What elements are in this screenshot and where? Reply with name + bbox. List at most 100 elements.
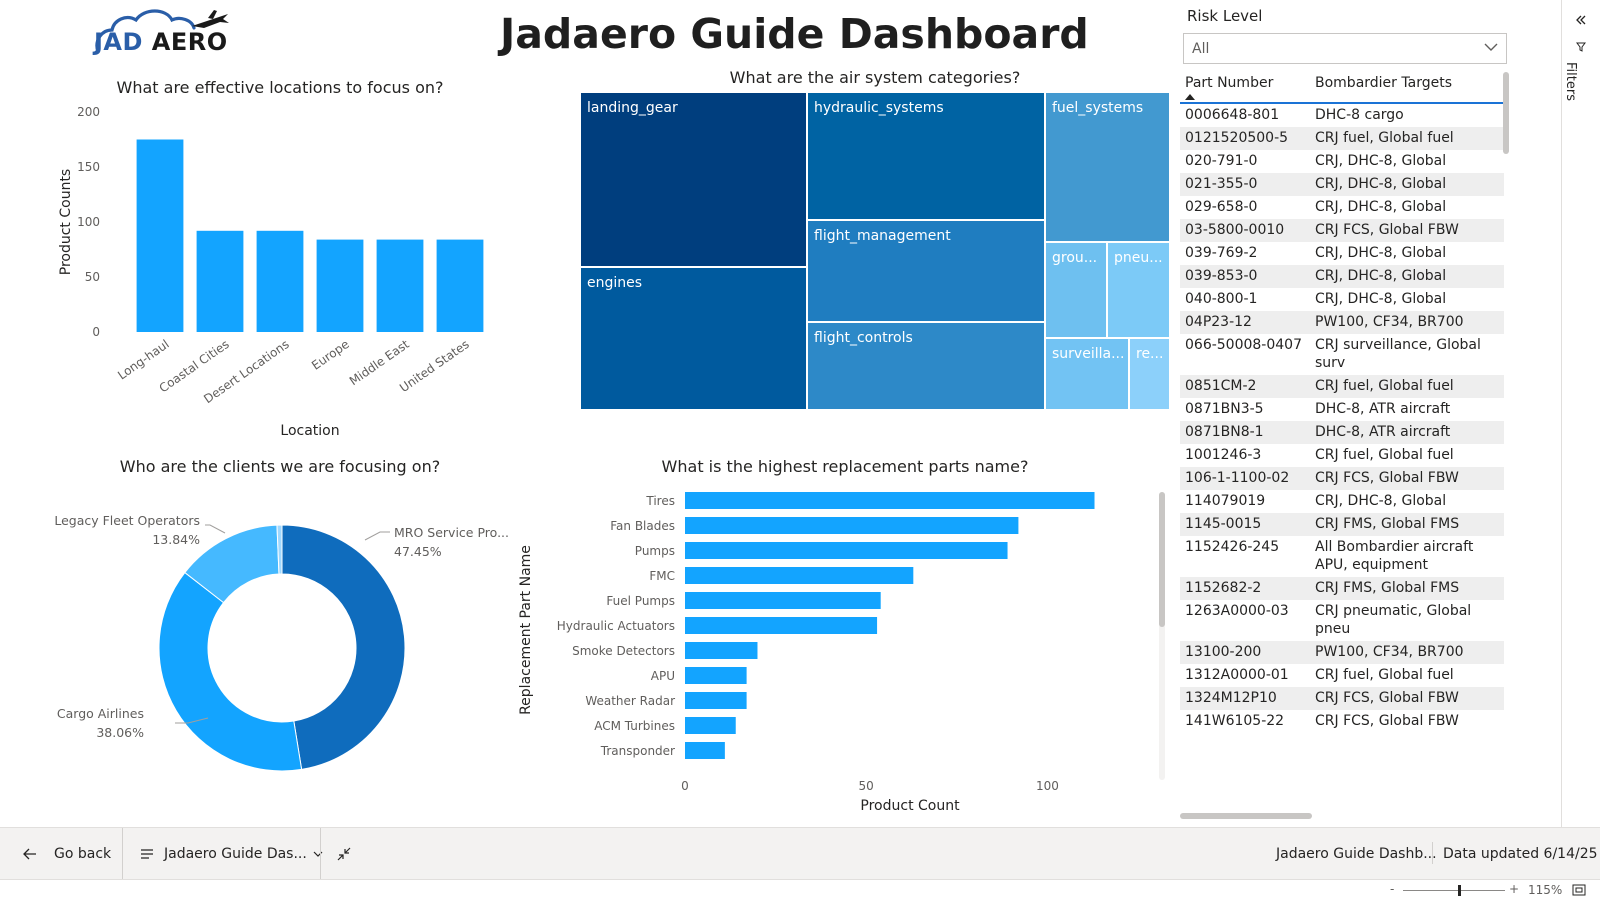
bar[interactable] bbox=[685, 567, 914, 584]
bar[interactable] bbox=[685, 742, 725, 759]
parts-chart-scroll-track[interactable] bbox=[1159, 492, 1165, 780]
zoom-bar: - + 115% bbox=[0, 879, 1600, 900]
table-row[interactable]: 106-1-1100-02 CRJ FCS, Global FBW bbox=[1180, 467, 1504, 490]
table-row[interactable]: 021-355-0 CRJ, DHC-8, Global bbox=[1180, 173, 1504, 196]
table-row[interactable]: 1001246-3 CRJ fuel, Global fuel bbox=[1180, 444, 1504, 467]
zoom-slider-thumb[interactable] bbox=[1458, 885, 1462, 896]
table-row[interactable]: 020-791-0 CRJ, DHC-8, Global bbox=[1180, 150, 1504, 173]
y-tick-label: 100 bbox=[77, 215, 100, 229]
treemap-cell-flight-controls[interactable]: flight_controls bbox=[807, 322, 1045, 410]
exit-fullscreen-button[interactable] bbox=[337, 828, 351, 880]
cell-bombardier-targets: PW100, CF34, BR700 bbox=[1315, 314, 1464, 330]
table-row[interactable]: 040-800-1 CRJ, DHC-8, Global bbox=[1180, 288, 1504, 311]
bar[interactable] bbox=[436, 239, 484, 332]
y-tick-label: Smoke Detectors bbox=[572, 644, 675, 658]
bar[interactable] bbox=[316, 239, 364, 332]
bar[interactable] bbox=[685, 642, 758, 659]
cell-part-number: 13100-200 bbox=[1185, 644, 1262, 660]
donut-slice[interactable] bbox=[276, 524, 283, 575]
table-row[interactable]: 1324M12P10 CRJ FCS, Global FBW bbox=[1180, 687, 1504, 710]
table-row[interactable]: 0006648-801 DHC-8 cargo bbox=[1180, 104, 1504, 127]
table-row[interactable]: 0871BN3-5 DHC-8, ATR aircraft bbox=[1180, 398, 1504, 421]
cell-part-number: 1312A0000-01 bbox=[1185, 667, 1289, 683]
bar[interactable] bbox=[136, 139, 184, 333]
bar[interactable] bbox=[376, 239, 424, 332]
table-horizontal-scrollbar[interactable] bbox=[1180, 813, 1312, 819]
parts-table[interactable]: Part Number Bombardier Targets 0006648-8… bbox=[1180, 70, 1504, 816]
table-row[interactable]: 1145-0015 CRJ FMS, Global FMS bbox=[1180, 513, 1504, 536]
bar[interactable] bbox=[685, 692, 747, 709]
filters-pane[interactable] bbox=[1561, 0, 1600, 827]
bar[interactable] bbox=[685, 492, 1095, 509]
table-row[interactable]: 0871BN8-1 DHC-8, ATR aircraft bbox=[1180, 421, 1504, 444]
treemap-cell-fuel-systems[interactable]: fuel_systems bbox=[1045, 92, 1170, 242]
pages-list-icon bbox=[141, 849, 153, 859]
zoom-slider-track[interactable] bbox=[1403, 890, 1505, 891]
column-header-bombardier-targets[interactable]: Bombardier Targets bbox=[1315, 75, 1452, 91]
x-tick-label: Long-haul bbox=[115, 337, 172, 382]
bar[interactable] bbox=[685, 667, 747, 684]
parts-bar-chart[interactable]: Tires Fan Blades Pumps FMC Fuel Pumps Hydraul… bbox=[510, 485, 1160, 825]
logo-graphic bbox=[95, 9, 229, 54]
table-row[interactable]: 03-5800-0010 CRJ FCS, Global FBW bbox=[1180, 219, 1504, 242]
donut-slice[interactable] bbox=[281, 524, 406, 770]
air-system-treemap[interactable]: landing_gear engines hydraulic_systems f… bbox=[580, 92, 1170, 410]
treemap-cell-landing-gear[interactable]: landing_gear bbox=[580, 92, 807, 267]
treemap-cell-engines[interactable]: engines bbox=[580, 267, 807, 410]
table-row[interactable]: 1263A0000-03 CRJ pneumatic, Global pneu bbox=[1180, 600, 1504, 641]
parts-chart-scrollbar[interactable] bbox=[1159, 492, 1165, 627]
table-row[interactable]: 029-658-0 CRJ, DHC-8, Global bbox=[1180, 196, 1504, 219]
bar[interactable] bbox=[256, 230, 304, 332]
cell-part-number: 039-769-2 bbox=[1185, 245, 1258, 261]
donut-slice[interactable] bbox=[158, 571, 303, 772]
risk-level-slicer[interactable]: All bbox=[1183, 33, 1507, 64]
y-axis-title: Replacement Part Name bbox=[518, 545, 534, 715]
clients-donut-chart[interactable]: MRO Service Pro... 47.45% Cargo Airlines 38… bbox=[0, 480, 540, 820]
treemap-cell-ground[interactable]: grou... bbox=[1045, 242, 1107, 338]
cell-bombardier-targets: DHC-8, ATR aircraft bbox=[1315, 424, 1451, 440]
bar[interactable] bbox=[685, 617, 878, 634]
go-back-button[interactable]: Go back bbox=[22, 828, 111, 880]
zoom-out-button[interactable]: - bbox=[1390, 882, 1395, 896]
table-row[interactable]: 066-50008-0407 CRJ surveillance, Global s… bbox=[1180, 334, 1504, 375]
y-tick-label: 150 bbox=[77, 160, 100, 174]
treemap-cell-flight-management[interactable]: flight_management bbox=[807, 220, 1045, 322]
table-row[interactable]: 141W6105-22 CRJ FCS, Global FBW bbox=[1180, 710, 1504, 733]
table-row[interactable]: 0121520500-5 CRJ fuel, Global fuel bbox=[1180, 127, 1504, 150]
bar[interactable] bbox=[685, 517, 1019, 534]
page-title: Jadaero Guide Dashboard bbox=[500, 10, 1089, 58]
filters-pane-label[interactable]: Filters bbox=[1563, 62, 1578, 101]
go-back-label: Go back bbox=[54, 846, 112, 862]
bar[interactable] bbox=[196, 230, 244, 332]
cell-bombardier-targets: CRJ FCS, Global FBW bbox=[1315, 713, 1459, 729]
bar[interactable] bbox=[685, 542, 1008, 559]
treemap-cell-pneumatic[interactable]: pneu... bbox=[1107, 242, 1170, 338]
table-row[interactable]: 114079019 CRJ, DHC-8, Global bbox=[1180, 490, 1504, 513]
treemap-cell-surveillance[interactable]: surveilla... bbox=[1045, 338, 1129, 410]
treemap-cell-re[interactable]: re... bbox=[1129, 338, 1170, 410]
cell-bombardier-targets: CRJ, DHC-8, Global bbox=[1315, 153, 1447, 169]
table-row[interactable]: 1152426-245 All Bombardier aircraft APU, … bbox=[1180, 536, 1504, 577]
table-header: Part Number Bombardier Targets bbox=[1180, 70, 1504, 104]
slice-percent-label: 13.84% bbox=[152, 532, 200, 547]
fit-to-page-icon[interactable] bbox=[1572, 884, 1586, 896]
table-row[interactable]: 1312A0000-01 CRJ fuel, Global fuel bbox=[1180, 664, 1504, 687]
collapse-chevron-icon[interactable] bbox=[1575, 14, 1587, 26]
table-row[interactable]: 0851CM-2 CRJ fuel, Global fuel bbox=[1180, 375, 1504, 398]
cell-part-number: 03-5800-0010 bbox=[1185, 222, 1285, 238]
table-row[interactable]: 04P23-12 PW100, CF34, BR700 bbox=[1180, 311, 1504, 334]
treemap-cell-hydraulic-systems[interactable]: hydraulic_systems bbox=[807, 92, 1045, 220]
bar[interactable] bbox=[685, 592, 881, 609]
page-selector[interactable]: Jadaero Guide Das... bbox=[140, 828, 323, 880]
x-axis-title: Product Count bbox=[860, 798, 960, 814]
table-row[interactable]: 039-769-2 CRJ, DHC-8, Global bbox=[1180, 242, 1504, 265]
zoom-in-button[interactable]: + bbox=[1509, 882, 1520, 896]
table-row[interactable]: 039-853-0 CRJ, DHC-8, Global bbox=[1180, 265, 1504, 288]
table-vertical-scrollbar[interactable] bbox=[1503, 72, 1509, 154]
table-row[interactable]: 1152682-2 CRJ FMS, Global FMS bbox=[1180, 577, 1504, 600]
cell-part-number: 1324M12P10 bbox=[1185, 690, 1277, 706]
column-header-part-number[interactable]: Part Number bbox=[1185, 75, 1274, 91]
bar[interactable] bbox=[685, 717, 736, 734]
table-row[interactable]: 13100-200 PW100, CF34, BR700 bbox=[1180, 641, 1504, 664]
